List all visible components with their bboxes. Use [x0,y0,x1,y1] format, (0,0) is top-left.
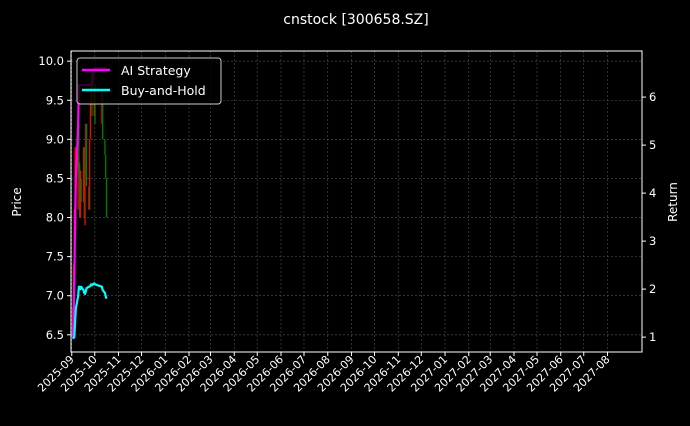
y-tick-label-left: 10.0 [38,54,64,68]
chart-title: cnstock [300658.SZ] [283,12,428,28]
y-axis-label-left: Price [10,187,24,216]
y-tick-label-left: 7.0 [46,289,64,303]
x-axis: 2025-092025-102025-112025-122026-012026-… [35,352,613,395]
y-tick-label-right: 2 [649,282,656,296]
series-line-buy-and-hold [71,282,108,340]
y-tick-label-left: 9.5 [46,93,64,107]
y-axis-label-right: Return [666,182,680,222]
legend: AI Strategy Buy-and-Hold [76,57,222,105]
y-tick-label-left: 9.0 [46,132,64,146]
y-tick-label-right: 6 [649,90,656,104]
y-tick-label-left: 8.0 [46,211,64,225]
y-tick-label-right: 3 [649,234,656,248]
y-tick-label-left: 6.5 [46,328,64,342]
y-tick-label-right: 5 [649,138,656,152]
plot-frame [70,50,643,353]
legend-label-ai-strategy: AI Strategy [121,63,191,78]
y-tick-label-right: 1 [649,330,656,344]
y-tick-label-left: 8.5 [46,171,64,185]
y-tick-label-left: 7.5 [46,250,64,264]
y-axis-left: 6.5 7.0 7.5 8.0 8.5 9.0 9.5 10.0 [38,54,71,342]
legend-label-buy-and-hold: Buy-and-Hold [121,83,206,98]
grid [71,51,642,352]
y-tick-label-right: 4 [649,186,656,200]
y-axis-right: 1 2 3 4 5 6 [642,90,656,344]
